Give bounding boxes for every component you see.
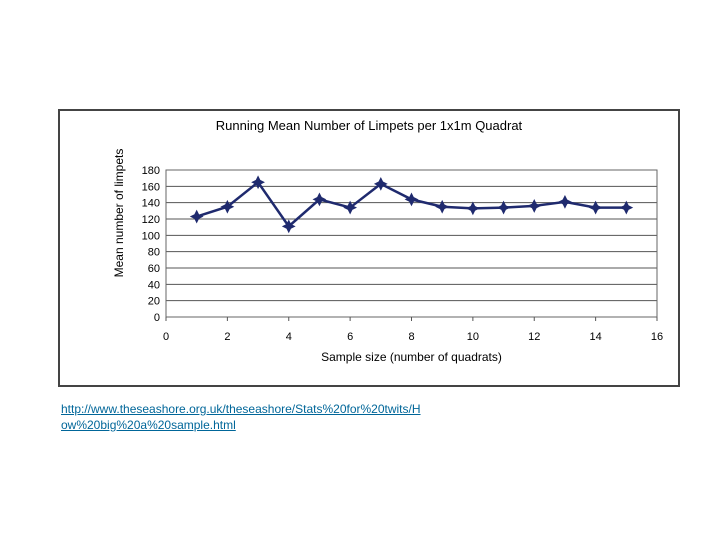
y-tick-label: 40	[148, 279, 160, 291]
data-point	[527, 199, 542, 213]
data-point	[312, 192, 327, 207]
y-tick-label: 100	[142, 230, 160, 242]
data-point	[496, 200, 511, 215]
x-tick-label: 12	[528, 331, 540, 343]
data-point	[373, 176, 388, 191]
data-point	[404, 192, 419, 207]
x-tick-label: 8	[408, 331, 414, 343]
data-point	[619, 200, 634, 215]
data-point	[558, 194, 572, 209]
chart-title: Running Mean Number of Limpets per 1x1m …	[215, 118, 523, 133]
x-tick-label: 14	[590, 331, 602, 343]
y-tick-label: 140	[142, 198, 160, 210]
data-point	[588, 200, 603, 215]
y-tick-label: 20	[148, 296, 160, 308]
y-tick-label: 160	[142, 181, 160, 193]
y-tick-label: 120	[142, 214, 160, 226]
chart-frame	[58, 109, 680, 387]
data-point	[343, 200, 358, 215]
data-point	[189, 209, 204, 224]
y-tick-label: 180	[142, 165, 160, 177]
x-tick-label: 6	[347, 331, 353, 343]
x-axis-label: Sample size (number of quadrats)	[321, 350, 502, 364]
data-point	[220, 199, 235, 214]
x-tick-label: 2	[224, 331, 230, 343]
source-link[interactable]: http://www.theseashore.org.uk/theseashor…	[61, 402, 421, 432]
x-tick-label: 16	[651, 331, 663, 343]
data-point	[435, 199, 450, 214]
x-tick-label: 10	[467, 331, 479, 343]
x-tick-label: 4	[286, 331, 292, 343]
y-tick-label: 80	[148, 247, 160, 259]
data-point	[281, 219, 296, 234]
y-tick-label: 60	[148, 263, 160, 275]
x-tick-label: 0	[163, 331, 169, 343]
plot-area	[165, 169, 658, 318]
data-point	[465, 201, 480, 216]
data-point	[251, 175, 265, 190]
y-tick-label: 0	[154, 312, 160, 324]
